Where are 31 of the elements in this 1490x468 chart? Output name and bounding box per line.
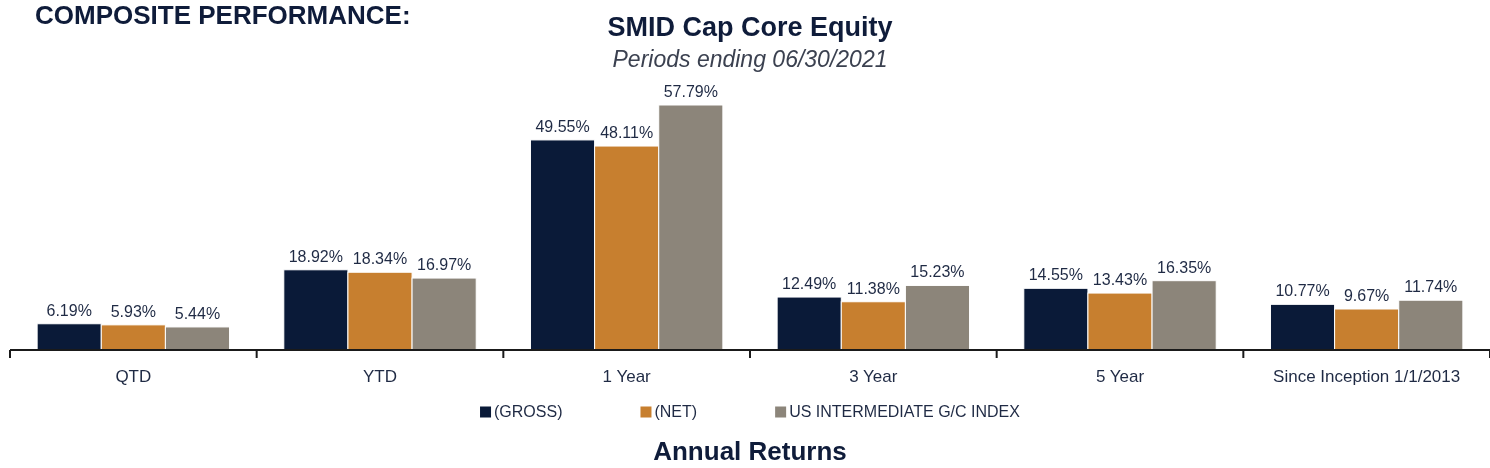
data-label: 48.11% xyxy=(600,124,654,142)
x-tick-label: YTD xyxy=(363,367,397,386)
x-tick-label: 3 Year xyxy=(849,367,898,386)
data-label: 13.43% xyxy=(1092,271,1148,289)
text: COMPOSITE PERFORMANCE: xyxy=(35,0,411,30)
data-label: 5.93% xyxy=(110,302,157,320)
data-label: 18.92% xyxy=(288,247,343,265)
data-label: 16.35% xyxy=(1157,258,1212,276)
data-label: 57.79% xyxy=(663,83,718,100)
data-label: 9.67% xyxy=(1343,287,1390,304)
data-label: 15.23% xyxy=(910,263,965,281)
legend-label: (GROSS) xyxy=(494,403,563,420)
data-label: 16.97% xyxy=(417,256,472,274)
chart-subtitle: Periods ending 06/30/2021 xyxy=(612,46,888,72)
data-label: 12.49% xyxy=(782,275,837,293)
x-tick-label: QTD xyxy=(115,367,152,386)
data-label: 5.44% xyxy=(174,304,221,322)
data-label: 11.38% xyxy=(846,279,900,297)
data-label: 6.19% xyxy=(46,301,92,319)
chart-title: SMID Cap Core Equity xyxy=(607,12,893,42)
text: Annual Returns xyxy=(653,436,847,466)
data-label: 14.55% xyxy=(1028,266,1083,284)
x-tick-label: 1 Year xyxy=(602,367,652,386)
data-label: 10.77% xyxy=(1275,282,1330,300)
legend-label: (NET) xyxy=(654,403,698,420)
x-tick-label: Since Inception 1/1/2013 xyxy=(1273,367,1461,386)
data-label: 11.74% xyxy=(1404,278,1458,296)
legend-label: US INTERMEDIATE G/C INDEX xyxy=(789,403,1021,420)
data-label: 49.55% xyxy=(535,117,590,135)
data-label: 18.34% xyxy=(352,250,408,268)
x-tick-label: 5 Year xyxy=(1095,367,1145,386)
